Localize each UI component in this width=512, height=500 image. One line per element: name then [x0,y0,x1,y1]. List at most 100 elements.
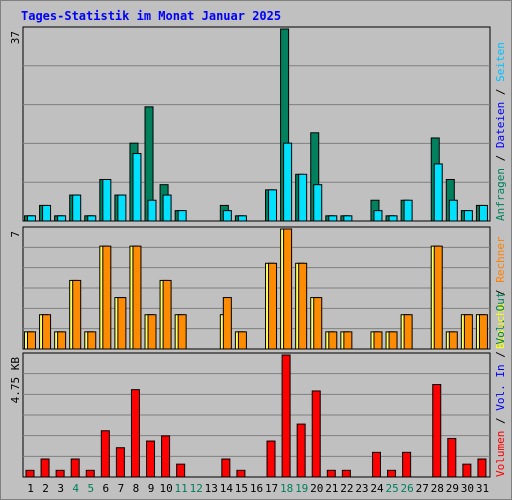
dateien-bar [388,215,398,222]
dateien-bar [478,204,488,222]
volumen-bar [477,458,487,478]
x-tick-label: 28 [431,482,444,495]
x-tick-label: 21 [325,482,338,495]
volumen-bar [25,469,35,478]
y-max-label: 7 [9,231,22,238]
volumen-bar [176,463,186,478]
legend-entry: Rechner [494,236,507,283]
volumen-bar [311,390,321,478]
x-tick-label: 18 [280,482,293,495]
x-tick-label: 13 [205,482,218,495]
volumen-bar [85,469,95,478]
dateien-bar [373,210,383,222]
dateien-bar [463,210,473,222]
x-tick-label: 19 [295,482,308,495]
y-max-label: 4.75 KB [9,357,22,404]
rechner-bar [72,279,82,350]
legend-separator: / [494,345,507,365]
x-tick-label: 25 [385,482,398,495]
x-tick-label: 24 [370,482,384,495]
legend-entry: Vol. In [494,364,507,410]
y-max-label: 37 [9,31,22,44]
dateien-bar [403,199,413,222]
volumen-bar [161,435,171,478]
rechner-bar [87,331,97,350]
x-tick-label: 29 [446,482,459,495]
rechner-bar [177,314,187,350]
x-tick-label: 23 [355,482,368,495]
dateien-bar [57,215,67,222]
dateien-bar [147,199,157,222]
legend-entry: Vol. Out [494,292,507,345]
x-tick-label: 20 [310,482,323,495]
dateien-bar [222,210,232,222]
x-tick-label: 1 [27,482,34,495]
volumen-bar [221,458,231,478]
rechner-bar [132,245,142,350]
rechner-bar [448,331,458,350]
legend-entry: Volumen [494,431,507,477]
volumen-bar [146,440,156,478]
x-tick-label: 31 [476,482,489,495]
dateien-bar [177,210,187,222]
volumen-bar [462,463,472,478]
x-tick-label: 14 [220,482,234,495]
rechner-bar [57,331,67,350]
volumen-bar [55,469,65,478]
volumen-bar [402,451,412,478]
volumen-bar [266,440,276,478]
legend-visits: Besuche / Rechner [494,236,507,349]
dateien-bar [298,173,308,222]
rechner-bar [27,331,36,350]
rechner-bar [162,279,172,350]
dateien-bar [102,178,112,222]
dateien-bar [42,204,52,222]
legend-separator: / [494,411,507,431]
volumen-bar [281,354,291,478]
dateien-bar [27,215,36,222]
volumen-bar [70,458,80,478]
x-tick-label: 11 [175,482,188,495]
legend-separator: / [494,148,507,168]
rechner-bar [388,331,398,350]
rechner-bar [478,314,488,350]
rechner-bar [433,245,443,350]
volumen-bar [40,458,50,478]
x-tick-label: 3 [57,482,64,495]
dateien-bar [268,189,278,222]
volumen-bar [296,423,306,478]
legend-requests: Anfragen / Dateien / Seiten [494,42,507,221]
dateien-bar [117,194,127,222]
legend-entry: Besuche [494,303,507,349]
x-tick-label: 7 [118,482,125,495]
x-tick-label: 27 [416,482,429,495]
rechner-bar [117,297,127,350]
legend-entry: Seiten [494,42,507,82]
dateien-bar [448,199,458,222]
rechner-bar [268,262,278,350]
rechner-bar [298,262,308,350]
volumen-bar [100,430,110,478]
rechner-bar [283,228,293,350]
dateien-bar [87,215,97,222]
volumen-bar [371,451,381,478]
volumen-bar [115,447,125,478]
dateien-bar [132,153,142,222]
rechner-bar [222,297,232,350]
plot-area [22,26,491,222]
x-tick-label: 9 [148,482,155,495]
rechner-bar [373,331,383,350]
x-tick-label: 26 [401,482,414,495]
rechner-bar [313,297,323,350]
x-tick-label: 15 [235,482,248,495]
volumen-bar [387,469,397,478]
rechner-bar [237,331,247,350]
dateien-bar [343,215,353,222]
x-tick-label: 30 [461,482,474,495]
dateien-bar [237,215,247,222]
x-tick-label: 10 [159,482,172,495]
x-tick-label: 12 [190,482,203,495]
dateien-bar [313,184,323,222]
legend-entry: Anfragen [494,168,507,221]
